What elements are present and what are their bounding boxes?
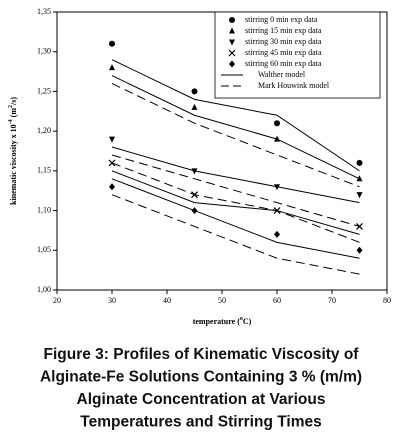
- caption-line: Alginate-Fe Solutions Containing 3 % (m/…: [40, 369, 362, 386]
- legend-label: Mark Houwink model: [258, 81, 330, 90]
- model-line: [111, 178, 360, 259]
- y-label-end: /s): [9, 97, 18, 106]
- x-tick-label: 60: [273, 296, 281, 305]
- model-line: [111, 170, 360, 235]
- marker: [274, 135, 280, 142]
- marker: [273, 207, 281, 214]
- legend-marker: [229, 27, 235, 34]
- marker: [274, 230, 280, 238]
- y-tick-label: 1,05: [37, 245, 51, 254]
- marker: [356, 175, 363, 182]
- marker: [356, 223, 363, 230]
- x-tick-label: 80: [383, 296, 391, 305]
- y-label-sup: -4: [8, 119, 14, 124]
- model-line: [111, 75, 360, 180]
- x-tick-label: 50: [218, 296, 226, 305]
- x-label-sup: o: [240, 316, 243, 322]
- y-label-unit: (m: [9, 108, 18, 120]
- marker: [356, 159, 363, 166]
- legend-label: stirring 15 min exp data: [245, 26, 322, 35]
- legend-label: stirring 30 min exp data: [245, 37, 322, 46]
- x-tick-label: 30: [108, 296, 116, 305]
- model-line: [111, 194, 360, 275]
- model-line: [111, 83, 360, 188]
- y-label-text: kinematic viscosity x 10: [9, 124, 18, 205]
- marker: [191, 88, 198, 95]
- caption-line: Alginate Concentration at Various: [77, 391, 326, 408]
- y-tick-label: 1,10: [37, 205, 51, 214]
- y-axis-label: kinematic viscosity x 10-4 (m2/s): [8, 97, 17, 205]
- model-line: [111, 154, 360, 227]
- marker: [356, 192, 363, 199]
- y-tick-label: 1,30: [37, 47, 51, 56]
- y-tick-label: 1,00: [37, 285, 51, 294]
- model-line: [111, 59, 360, 172]
- legend-label: stirring 0 min exp data: [245, 15, 318, 24]
- marker: [191, 191, 198, 199]
- legend-box: [214, 11, 381, 99]
- y-tick-label: 1,25: [37, 86, 51, 95]
- marker: [274, 120, 280, 127]
- legend-label: Walther model: [258, 70, 306, 79]
- marker: [108, 159, 116, 167]
- marker: [109, 40, 115, 47]
- legend-marker: [229, 17, 235, 23]
- model-line: [111, 146, 360, 204]
- marker: [274, 184, 280, 191]
- marker: [356, 246, 363, 254]
- x-label-end: C): [243, 317, 252, 326]
- legend-marker: [229, 39, 235, 46]
- legend-marker: [228, 49, 236, 57]
- x-tick-label: 70: [328, 296, 336, 305]
- model-line: [111, 162, 360, 243]
- x-tick-label: 20: [53, 296, 61, 305]
- caption-line: Figure 3: Profiles of Kinematic Viscosit…: [44, 346, 360, 363]
- legend-label: stirring 60 min exp data: [245, 59, 322, 68]
- y-tick-label: 1,35: [37, 7, 51, 16]
- legend-label: stirring 45 min exp data: [245, 48, 322, 57]
- marker: [109, 64, 115, 71]
- marker: [191, 103, 198, 110]
- legend-marker: [229, 60, 235, 68]
- marker: [109, 183, 115, 191]
- caption-line: Temperatures and Stirring Times: [80, 414, 321, 431]
- x-label-text: temperature (: [193, 317, 241, 326]
- marker: [191, 168, 198, 175]
- marker: [191, 207, 198, 215]
- x-axis-label: temperature (oC): [193, 316, 252, 325]
- marker: [109, 136, 115, 143]
- y-tick-label: 1,20: [37, 126, 51, 135]
- y-label-unit-sup: 2: [8, 105, 14, 108]
- y-tick-label: 1,15: [37, 166, 51, 175]
- x-tick-label: 40: [163, 296, 171, 305]
